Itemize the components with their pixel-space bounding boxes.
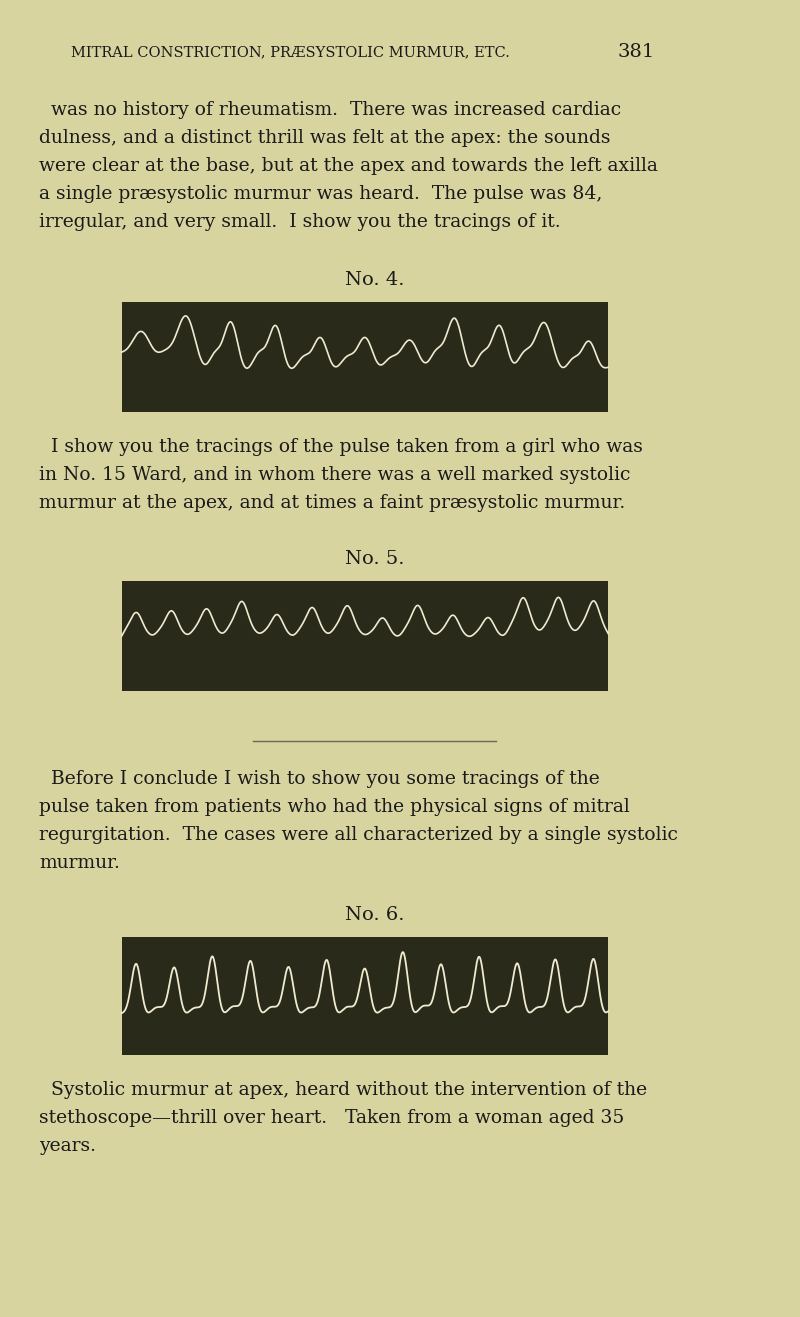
Text: pulse taken from patients who had the physical signs of mitral: pulse taken from patients who had the ph… <box>39 798 630 817</box>
Bar <box>122 581 608 691</box>
Text: in No. 15 Ward, and in whom there was a well marked systolic: in No. 15 Ward, and in whom there was a … <box>39 466 630 485</box>
Bar <box>122 302 608 412</box>
Text: a single præsystolic murmur was heard.  The pulse was 84,: a single præsystolic murmur was heard. T… <box>39 184 602 203</box>
Text: dulness, and a distinct thrill was felt at the apex: the sounds: dulness, and a distinct thrill was felt … <box>39 129 611 148</box>
Text: stethoscope—thrill over heart.   Taken from a woman aged 35: stethoscope—thrill over heart. Taken fro… <box>39 1109 625 1127</box>
Bar <box>122 936 608 1055</box>
Text: No. 5.: No. 5. <box>345 551 404 568</box>
Text: murmur.: murmur. <box>39 853 120 872</box>
Text: irregular, and very small.  I show you the tracings of it.: irregular, and very small. I show you th… <box>39 213 561 230</box>
Text: Systolic murmur at apex, heard without the intervention of the: Systolic murmur at apex, heard without t… <box>51 1081 647 1098</box>
Text: Before I conclude I wish to show you some tracings of the: Before I conclude I wish to show you som… <box>51 770 600 788</box>
Text: years.: years. <box>39 1137 96 1155</box>
Text: regurgitation.  The cases were all characterized by a single systolic: regurgitation. The cases were all charac… <box>39 826 678 844</box>
Text: No. 4.: No. 4. <box>345 271 404 288</box>
Text: I show you the tracings of the pulse taken from a girl who was: I show you the tracings of the pulse tak… <box>51 439 643 456</box>
Text: 381: 381 <box>618 43 655 61</box>
Text: were clear at the base, but at the apex and towards the left axilla: were clear at the base, but at the apex … <box>39 157 658 175</box>
Text: No. 6.: No. 6. <box>345 906 404 925</box>
Text: was no history of rheumatism.  There was increased cardiac: was no history of rheumatism. There was … <box>51 101 622 119</box>
Text: MITRAL CONSTRICTION, PRÆSYSTOLIC MURMUR, ETC.: MITRAL CONSTRICTION, PRÆSYSTOLIC MURMUR,… <box>70 45 510 59</box>
Text: murmur at the apex, and at times a faint præsystolic murmur.: murmur at the apex, and at times a faint… <box>39 494 626 512</box>
